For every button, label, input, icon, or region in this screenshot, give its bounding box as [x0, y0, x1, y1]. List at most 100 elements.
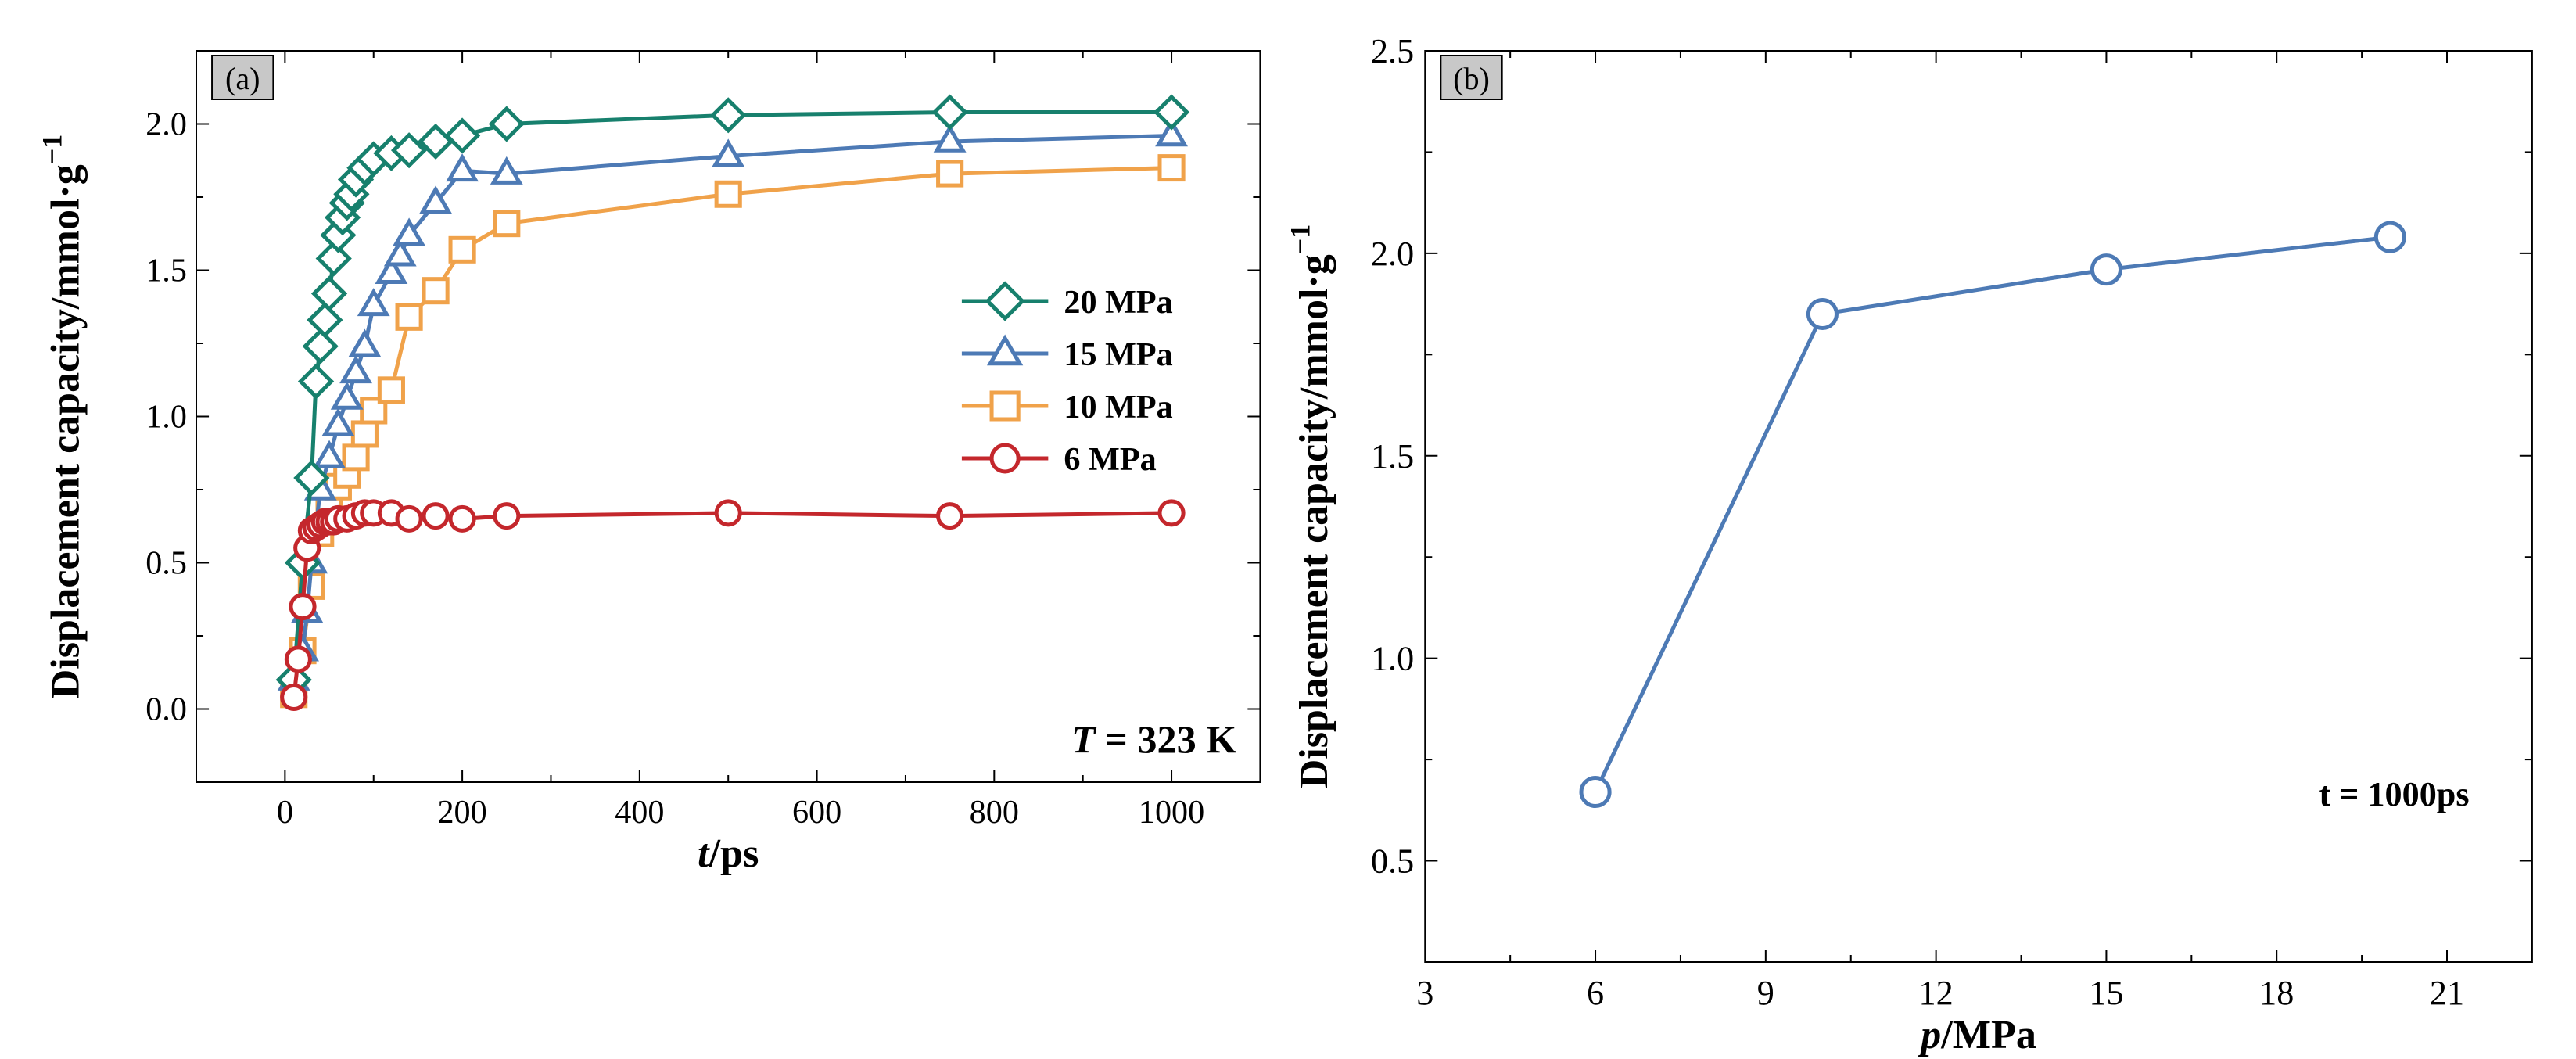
legend-marker [986, 334, 1024, 366]
x-axis-label-italic-a: t [698, 831, 710, 876]
data-point [419, 185, 453, 214]
y-axis-label-a: Displacement capacity/mmol·g−1 [36, 135, 88, 698]
data-point [395, 504, 423, 533]
x-axis-label-a: t/ps [698, 831, 759, 876]
data-point [714, 499, 742, 527]
data-point [315, 240, 352, 277]
series-line [292, 166, 1172, 695]
panel-a: 0 200 400 600 800 1000 0.0 0.5 1.0 1.5 2.0 t/ps Disp… [36, 50, 1261, 876]
data-point [446, 153, 479, 182]
y-axis-label-text-a: Displacement capacity/mmol·g [43, 164, 88, 698]
data-point [342, 443, 370, 472]
panel-label-box-a [211, 55, 274, 100]
data-point [422, 277, 450, 305]
y-axis-label-sup-a: −1 [36, 135, 67, 165]
x-tick-label-b: 3 [1416, 974, 1433, 1012]
x-axis-label-italic-b: p [1918, 1013, 1941, 1057]
data-point [293, 460, 330, 497]
y-tick-label-b: 2.0 [1371, 235, 1414, 273]
y-axis-label-sup-b: −1 [1285, 224, 1316, 255]
legend-label: 15 MPa [1064, 337, 1172, 373]
annotation-a: T = 323 K [1071, 717, 1236, 761]
data-point [488, 106, 525, 142]
x-tick-label-a: 800 [970, 795, 1019, 831]
y-tick-label-b: 1.0 [1371, 640, 1414, 678]
data-point [313, 440, 346, 468]
data-point [339, 355, 372, 384]
plot-frame-b [1424, 50, 2533, 963]
x-tick-label-a: 200 [437, 795, 486, 831]
x-tick-label-b: 6 [1587, 974, 1604, 1012]
y-axis-label-b: Displacement capacity/mmol·g−1 [1285, 224, 1336, 788]
y-tick-label-a: 2.0 [145, 107, 187, 143]
data-point [448, 504, 476, 533]
x-tick-label-b: 12 [1919, 974, 1954, 1012]
data-point [297, 363, 335, 400]
data-point [1153, 94, 1190, 131]
x-tick-label-b: 18 [2259, 974, 2294, 1012]
x-axis-label-b: p/MPa [1918, 1013, 2036, 1057]
data-point [933, 124, 967, 153]
data-point [710, 97, 747, 134]
x-tick-label-a: 0 [277, 795, 293, 831]
y-tick-label-a: 1.5 [145, 253, 187, 289]
data-point [393, 217, 426, 246]
data-point [360, 397, 388, 425]
data-point [280, 684, 308, 712]
annotation-italic-a: T [1071, 717, 1097, 761]
data-point [383, 238, 417, 267]
data-point [931, 94, 968, 131]
data-point [443, 117, 481, 154]
data-point [348, 328, 382, 357]
legend-label: 10 MPa [1064, 389, 1172, 425]
data-point [448, 235, 476, 264]
data-point [712, 138, 745, 167]
data-point [493, 210, 521, 238]
data-point [390, 132, 428, 169]
series-line [292, 511, 1172, 698]
data-point [377, 376, 405, 404]
x-tick-label-a: 400 [615, 795, 664, 831]
panel-label-b: (b) [1453, 61, 1490, 96]
data-point [2090, 253, 2123, 286]
data-point [350, 420, 379, 448]
figure-content: 0 200 400 600 800 1000 0.0 0.5 1.0 1.5 2.0 t/ps Disp… [36, 32, 2533, 1057]
legend-marker [985, 281, 1025, 321]
panel-label-box-b [1440, 55, 1503, 100]
data-point [714, 180, 742, 208]
x-tick-label-a: 600 [792, 795, 841, 831]
data-point [1155, 118, 1188, 147]
x-tick-label-b: 21 [2430, 974, 2464, 1012]
data-point [284, 645, 312, 673]
panel-b: 3 6 9 12 15 18 21 0.5 1.0 1.5 2.0 2.5 p/MPa Displacem… [1285, 32, 2533, 1057]
series-line [1593, 235, 2391, 793]
data-point [375, 256, 408, 284]
data-point [395, 303, 423, 331]
data-point [936, 160, 964, 188]
data-point [493, 502, 521, 530]
data-point [321, 407, 355, 436]
x-tick-label-a: 1000 [1139, 795, 1204, 831]
y-axis-label-text-b: Displacement capacity/mmol·g [1292, 254, 1336, 788]
data-point [1157, 154, 1186, 182]
annotation-rest-a: = 323 K [1096, 717, 1237, 761]
series-b [1579, 221, 2406, 809]
y-tick-label-a: 0.5 [145, 546, 187, 582]
data-point [1579, 776, 1612, 809]
panel-label-a: (a) [225, 61, 260, 96]
legend-marker [989, 390, 1021, 422]
legend-a: 20 MPa 15 MPa 10 MPa 6 MPa [961, 281, 1173, 478]
series-20-mpa [275, 94, 1190, 698]
data-point [422, 502, 450, 530]
data-point [357, 288, 390, 317]
legend-label: 20 MPa [1064, 285, 1172, 321]
data-point [1157, 499, 1186, 527]
series-6-mpa [280, 499, 1186, 712]
x-tick-label-b: 15 [2089, 974, 2123, 1012]
data-point [330, 381, 364, 410]
annotation-b: t = 1000ps [2319, 775, 2470, 813]
data-point [1806, 298, 1839, 331]
y-tick-label-b: 1.5 [1371, 437, 1414, 476]
data-point [936, 502, 964, 530]
